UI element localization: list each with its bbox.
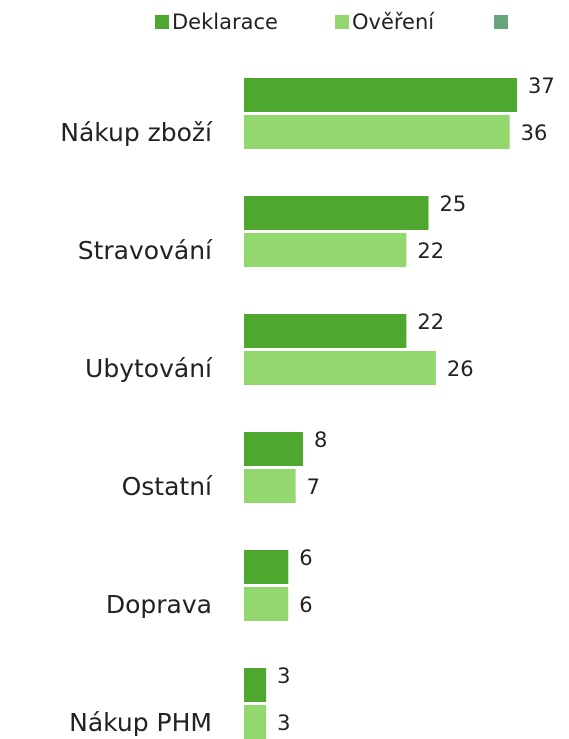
- bar: [244, 668, 267, 702]
- category-label: Nákup zboží: [60, 118, 213, 147]
- bar: [244, 115, 510, 149]
- value-label: 8: [314, 428, 327, 452]
- bar: [244, 587, 289, 621]
- category-label: Ubytování: [85, 354, 213, 383]
- bar: [244, 550, 289, 584]
- value-label: 22: [417, 239, 444, 263]
- bar: [244, 314, 407, 348]
- legend-swatch: [494, 15, 508, 29]
- value-label: 6: [299, 546, 312, 570]
- value-label: 22: [417, 310, 444, 334]
- value-label: 3: [277, 664, 290, 688]
- value-label: 26: [447, 357, 474, 381]
- bar: [244, 351, 436, 385]
- value-label: 37: [528, 74, 555, 98]
- category-label: Stravování: [78, 236, 213, 265]
- value-label: 6: [299, 593, 312, 617]
- bar: [244, 469, 296, 503]
- legend-label: Deklarace: [172, 10, 278, 34]
- bar: [244, 196, 429, 230]
- value-label: 7: [307, 475, 320, 499]
- value-label: 3: [277, 711, 290, 735]
- bar: [244, 233, 407, 267]
- legend-swatch: [335, 15, 349, 29]
- category-label: Ostatní: [122, 472, 213, 501]
- legend-label: Ověření: [352, 10, 435, 34]
- legend-swatch: [155, 15, 169, 29]
- bar: [244, 432, 304, 466]
- category-label: Doprava: [106, 590, 212, 619]
- category-label: Nákup PHM: [69, 708, 212, 737]
- value-label: 25: [440, 192, 467, 216]
- value-label: 36: [521, 121, 548, 145]
- bar: [244, 705, 267, 739]
- bar: [244, 78, 518, 112]
